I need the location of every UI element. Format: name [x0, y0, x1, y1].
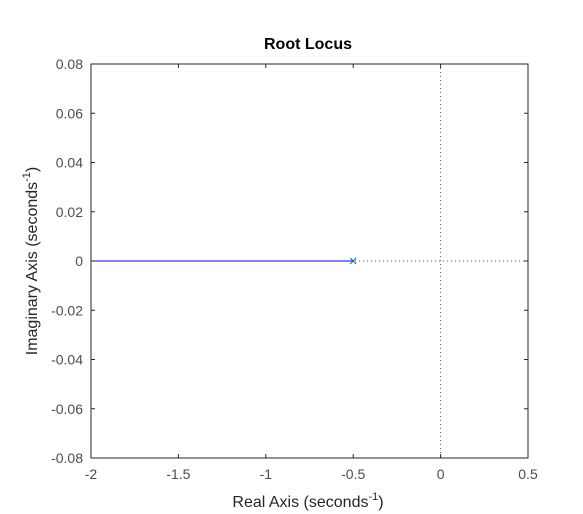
y-tick-label: 0.04	[56, 155, 83, 171]
x-tick-label: 0	[437, 466, 445, 482]
x-axis-title: Real Axis (seconds-1)	[232, 491, 383, 511]
y-axis-title: Imaginary Axis (seconds-1)	[21, 167, 41, 356]
y-tick-label: 0	[75, 253, 83, 269]
pole-marker	[349, 257, 357, 265]
y-tick-label: -0.02	[51, 302, 83, 318]
x-tick-label: -1	[260, 466, 273, 482]
y-tick-label: -0.08	[51, 450, 83, 466]
chart-title: Root Locus	[264, 36, 352, 53]
y-tick-label: 0.08	[56, 56, 83, 72]
x-tick-label: -2	[85, 466, 98, 482]
y-tick-label: -0.04	[51, 352, 83, 368]
y-tick-label: -0.06	[51, 401, 83, 417]
x-tick-label: -1.5	[166, 466, 190, 482]
y-tick-label: 0.06	[56, 105, 83, 121]
x-tick-label: 0.5	[518, 466, 538, 482]
y-tick-label: 0.02	[56, 204, 83, 220]
x-tick-label: -0.5	[341, 466, 365, 482]
